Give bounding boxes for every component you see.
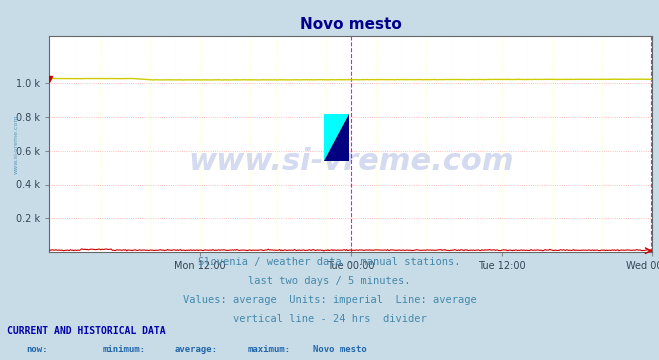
Bar	[324, 114, 349, 161]
Text: Novo mesto: Novo mesto	[313, 345, 367, 354]
Text: vertical line - 24 hrs  divider: vertical line - 24 hrs divider	[233, 314, 426, 324]
Text: www.si-vreme.com: www.si-vreme.com	[188, 147, 514, 176]
Text: maximum:: maximum:	[247, 345, 290, 354]
Text: average:: average:	[175, 345, 217, 354]
Text: Slovenia / weather data - manual stations.: Slovenia / weather data - manual station…	[198, 257, 461, 267]
Text: www.si-vreme.com: www.si-vreme.com	[14, 114, 18, 174]
Polygon shape	[324, 114, 349, 161]
Text: now:: now:	[26, 345, 48, 354]
Polygon shape	[324, 114, 349, 161]
Text: minimum:: minimum:	[102, 345, 145, 354]
Text: CURRENT AND HISTORICAL DATA: CURRENT AND HISTORICAL DATA	[7, 326, 165, 336]
Title: Novo mesto: Novo mesto	[300, 17, 402, 32]
Text: last two days / 5 minutes.: last two days / 5 minutes.	[248, 276, 411, 286]
Text: Values: average  Units: imperial  Line: average: Values: average Units: imperial Line: av…	[183, 295, 476, 305]
